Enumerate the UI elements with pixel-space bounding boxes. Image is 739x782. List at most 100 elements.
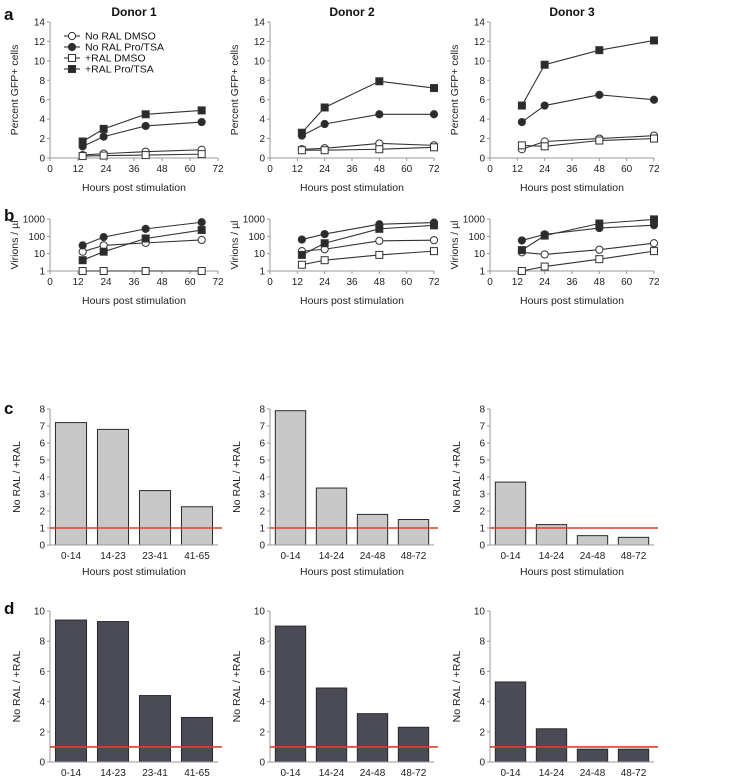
data-point	[649, 239, 659, 248]
y-tick-label: 6	[39, 667, 45, 678]
y-tick-label: 2	[479, 134, 485, 145]
data-point	[595, 219, 604, 228]
donor-title-2: Donor 2	[329, 5, 375, 19]
bar-0-14	[54, 422, 88, 546]
data-point	[99, 233, 108, 242]
y-tick-label: 6	[259, 439, 265, 450]
data-point	[650, 247, 658, 256]
y-axis-title: Virions / µl	[449, 220, 461, 269]
x-tick-label: 48	[156, 164, 168, 175]
x-tick-label: 72	[648, 164, 660, 175]
y-tick-label: 100	[248, 232, 265, 243]
x-tick-label: 12	[512, 164, 524, 175]
bar-23-41	[138, 695, 172, 763]
y-axis-title: No RAL / +RAL	[11, 441, 23, 513]
y-tick-label: 10	[474, 607, 486, 618]
x-tick-label: 60	[401, 277, 413, 288]
bar-0-14	[274, 410, 307, 546]
legend-marker	[68, 65, 76, 73]
x-axis-title: Hours post stimulation	[82, 566, 186, 578]
data-point	[517, 141, 526, 150]
y-tick-label: 6	[479, 95, 485, 106]
data-point	[320, 229, 329, 239]
data-point	[375, 236, 384, 245]
y-axis-title: No RAL / +RAL	[231, 441, 243, 513]
x-tick-label: 12	[72, 164, 84, 175]
data-point	[78, 152, 87, 161]
y-axis-title: No RAL / +RAL	[11, 650, 23, 722]
panel-letter-a: a	[4, 5, 14, 24]
data-point	[649, 95, 659, 104]
category-label: 24-48	[360, 768, 386, 779]
series-line--ral-pro-tsa	[301, 80, 435, 134]
category-label: 14-24	[319, 551, 345, 562]
y-tick-label: 4	[479, 697, 485, 708]
series-line-no-ral-dmso	[82, 239, 202, 253]
y-tick-label: 0	[39, 758, 45, 769]
bar-24-48	[576, 748, 609, 763]
x-tick-label: 12	[292, 277, 304, 288]
category-label: 0-14	[500, 768, 520, 779]
y-tick-label: 14	[34, 18, 46, 29]
data-point	[517, 101, 526, 110]
x-axis-title: Hours post stimulation	[520, 182, 624, 194]
series-line--ral-pro-tsa	[521, 218, 655, 251]
bar-14-24	[535, 728, 568, 763]
y-tick-label: 2	[259, 727, 265, 738]
series-line--ral-dmso	[82, 153, 202, 157]
y-tick-label: 7	[479, 422, 485, 433]
data-point	[141, 121, 150, 131]
category-label: 24-48	[360, 551, 386, 562]
category-label: 14-24	[539, 768, 565, 779]
y-tick-label: 4	[259, 115, 265, 126]
y-tick-label: 3	[259, 490, 265, 501]
chart-c-donor-2: 0 1 2 3 4 5 6 7 8 0-14 14-24 24-48 48-72 Hours post s…	[231, 405, 438, 578]
bar-48-72	[617, 536, 650, 546]
series-line--ral-pro-tsa	[301, 224, 435, 256]
category-label: 14-23	[100, 768, 126, 779]
y-tick-label: 6	[39, 95, 45, 106]
y-tick-label: 0	[479, 541, 485, 552]
category-label: 14-24	[539, 551, 565, 562]
y-tick-label: 0	[39, 541, 45, 552]
data-point	[141, 110, 150, 119]
bar-24-48	[576, 535, 609, 546]
x-tick-label: 24	[100, 277, 112, 288]
legend-marker	[67, 31, 77, 41]
x-tick-label: 12	[512, 277, 524, 288]
y-tick-label: 8	[259, 637, 265, 648]
series-line--ral-dmso	[301, 146, 435, 151]
y-axis-title: Virions / µl	[229, 220, 241, 269]
y-tick-label: 8	[259, 405, 265, 416]
y-tick-label: 12	[254, 37, 266, 48]
data-point	[320, 119, 329, 129]
x-tick-label: 36	[566, 164, 578, 175]
y-tick-label: 0	[479, 154, 485, 165]
data-point	[540, 231, 549, 240]
category-label: 0-14	[61, 768, 81, 779]
y-tick-label: 6	[259, 667, 265, 678]
x-tick-label: 48	[156, 277, 168, 288]
x-tick-label: 72	[428, 164, 440, 175]
series-line-no-ral-pro-tsa	[82, 121, 202, 147]
data-point	[197, 235, 206, 245]
data-point	[197, 117, 206, 127]
legend-label: No RAL Pro/TSA	[85, 42, 164, 54]
x-tick-label: 36	[128, 277, 140, 288]
data-point	[78, 137, 87, 146]
x-tick-label: 0	[487, 164, 493, 175]
x-tick-label: 12	[72, 277, 84, 288]
data-point	[517, 117, 526, 127]
y-tick-label: 0	[39, 154, 45, 165]
y-tick-label: 1	[39, 267, 45, 278]
x-tick-label: 48	[374, 164, 386, 175]
data-point	[197, 267, 206, 275]
data-point	[595, 255, 604, 264]
data-point	[78, 267, 87, 275]
category-label: 48-72	[401, 768, 427, 779]
y-axis-title: No RAL / +RAL	[451, 650, 463, 722]
data-point	[141, 224, 150, 233]
